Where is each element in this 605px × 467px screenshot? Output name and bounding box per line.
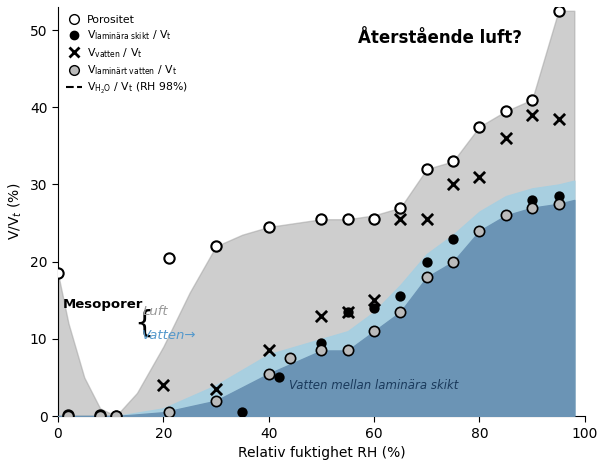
Point (159, 382, 168, 389)
Point (95, 411, 105, 419)
Point (343, 308, 353, 316)
Point (369, 215, 379, 223)
Point (64, 411, 73, 418)
Y-axis label: V/V$_t$ (%): V/V$_t$ (%) (7, 183, 24, 240)
Point (501, 212, 511, 219)
Point (264, 223, 273, 231)
Point (396, 293, 405, 300)
Point (448, 157, 458, 165)
Point (95, 412, 105, 420)
Point (554, 115, 563, 123)
Point (316, 339, 326, 347)
Point (343, 308, 353, 316)
Point (501, 212, 511, 219)
X-axis label: Relativ fuktighet RH (%): Relativ fuktighet RH (%) (238, 446, 405, 460)
Text: Vatten mellan laminära skikt: Vatten mellan laminära skikt (289, 379, 459, 392)
Point (285, 354, 295, 362)
Point (264, 370, 273, 377)
Point (53, 269, 63, 277)
Point (369, 304, 379, 312)
Point (316, 347, 326, 354)
Legend: Porositet, V$_\mathregular{laminära\ skikt}$ / V$_\mathregular{t}$, V$_\mathregu: Porositet, V$_\mathregular{laminära\ ski… (64, 12, 191, 99)
Point (422, 273, 431, 281)
Text: Vatten→: Vatten→ (142, 328, 197, 341)
Point (164, 409, 174, 416)
Point (211, 242, 221, 250)
Point (475, 123, 485, 130)
Point (422, 258, 431, 265)
Point (554, 7, 563, 14)
Point (211, 385, 221, 393)
Point (554, 192, 563, 200)
Point (264, 347, 273, 354)
Point (448, 181, 458, 188)
Point (475, 227, 485, 234)
Point (316, 215, 326, 223)
Point (211, 397, 221, 404)
Point (448, 258, 458, 265)
Point (275, 374, 284, 381)
Point (369, 327, 379, 335)
Point (343, 347, 353, 354)
Point (448, 235, 458, 242)
Point (528, 204, 537, 212)
Point (475, 173, 485, 181)
Point (501, 134, 511, 142)
Point (528, 196, 537, 204)
Point (316, 312, 326, 319)
Text: {: { (134, 309, 154, 338)
Text: Återstående luft?: Återstående luft? (358, 29, 522, 47)
Point (111, 412, 121, 420)
Point (422, 215, 431, 223)
Point (396, 308, 405, 316)
Text: Mesoporer: Mesoporer (63, 297, 143, 311)
Text: Luft: Luft (142, 305, 168, 318)
Point (528, 111, 537, 119)
Point (64, 412, 73, 420)
Point (164, 254, 174, 262)
Point (528, 96, 537, 103)
Point (475, 227, 485, 234)
Point (396, 215, 405, 223)
Point (111, 412, 121, 420)
Point (343, 215, 353, 223)
Point (501, 107, 511, 115)
Point (396, 204, 405, 212)
Point (554, 200, 563, 207)
Point (422, 165, 431, 173)
Point (238, 409, 247, 416)
Point (369, 297, 379, 304)
